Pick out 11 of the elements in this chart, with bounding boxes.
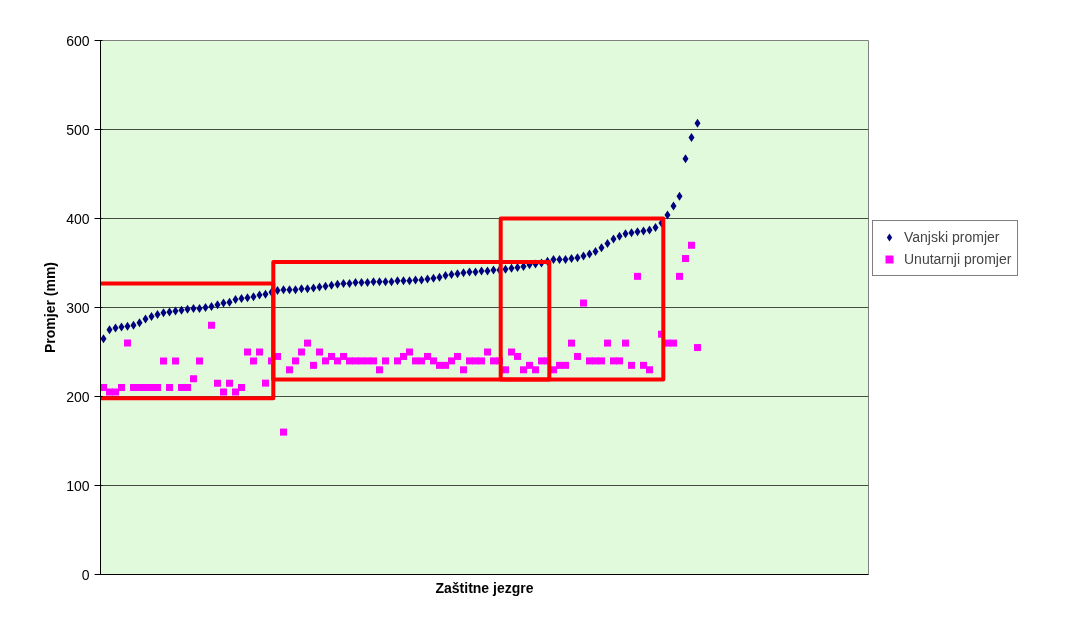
y-tick-label: 200 <box>66 388 90 405</box>
y-tick-label: 500 <box>66 121 90 138</box>
x-axis-title: Zaštitne jezgre <box>435 579 534 596</box>
y-tick-label: 300 <box>66 299 90 316</box>
y-axis-title: Promjer (mm) <box>42 261 59 354</box>
legend-label: Vanjski promjer <box>904 229 1000 245</box>
legend-label: Unutarnji promjer <box>904 251 1012 267</box>
y-tick-label: 600 <box>66 32 90 49</box>
y-tick-label: 0 <box>81 566 90 583</box>
y-tick-label: 100 <box>66 477 90 494</box>
y-tick-label: 400 <box>66 210 90 227</box>
